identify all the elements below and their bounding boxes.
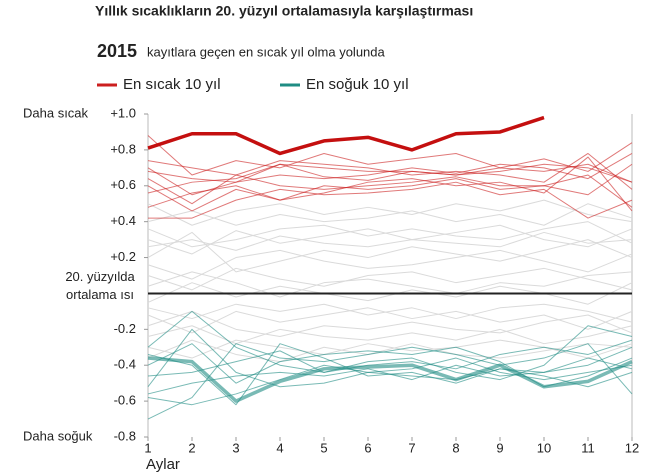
group-line	[147, 135, 633, 176]
group-line	[147, 357, 633, 395]
group-line	[147, 163, 633, 212]
y-tick-label: -0.8	[114, 428, 136, 443]
y-tick-label: +0.8	[110, 141, 136, 156]
x-tick-label: 4	[276, 440, 283, 455]
x-tick-label: 10	[537, 440, 551, 455]
chart-title: Yıllık sıcaklıkların 20. yüzyıl ortalama…	[95, 3, 473, 19]
background-line	[147, 221, 633, 248]
background-line	[147, 310, 633, 338]
x-tick-label: 1	[144, 440, 151, 455]
group-line	[147, 343, 633, 420]
warm-label: Daha sıcak	[23, 105, 89, 120]
y-tick-label: -0.2	[114, 321, 136, 336]
x-tick-label: 8	[452, 440, 459, 455]
x-tick-label: 5	[320, 440, 327, 455]
y-tick-label: 20. yüzyılda	[65, 269, 135, 284]
group-bold-line	[147, 356, 633, 403]
highlight-line	[147, 115, 545, 156]
group-line	[147, 163, 633, 196]
y-tick-label: +1.0	[110, 105, 136, 120]
legend-label: En soğuk 10 yıl	[306, 76, 409, 93]
x-tick-label: 9	[496, 440, 503, 455]
y-tick-label: +0.4	[110, 213, 136, 228]
y-tick-label: +0.6	[110, 177, 136, 192]
background-line	[147, 307, 633, 334]
group-line	[147, 339, 633, 377]
background-line	[147, 249, 633, 280]
background-line	[147, 203, 633, 226]
subtitle-year: 2015	[97, 41, 137, 61]
group-line	[148, 181, 633, 219]
y-tick-label: ortalama ısı	[66, 287, 134, 302]
y-tick-label: -0.4	[114, 357, 136, 372]
y-tick-label: -0.6	[114, 393, 136, 408]
x-tick-label: 12	[625, 440, 639, 455]
background-line	[147, 224, 633, 255]
x-tick-label: 2	[188, 440, 195, 455]
x-tick-label: 11	[581, 440, 595, 455]
background-line	[147, 303, 633, 323]
group-line	[147, 153, 633, 183]
x-tick-label: 3	[232, 440, 239, 455]
background-line	[147, 282, 633, 305]
background-line	[147, 199, 633, 226]
x-tick-label: 7	[408, 440, 415, 455]
subtitle: kayıtlara geçen en sıcak yıl olma yolund…	[147, 44, 386, 59]
group-line	[147, 174, 633, 208]
x-tick-label: 6	[364, 440, 371, 455]
x-axis-label: Aylar	[146, 456, 180, 473]
group-line	[147, 310, 633, 381]
background-line	[147, 231, 633, 273]
cold-label: Daha soğuk	[23, 428, 93, 443]
legend-label: En sıcak 10 yıl	[123, 76, 221, 93]
background-line	[147, 271, 633, 298]
background-line	[147, 339, 633, 359]
background-line	[147, 231, 633, 251]
background-line	[147, 267, 633, 291]
y-tick-label: +0.2	[110, 249, 136, 264]
